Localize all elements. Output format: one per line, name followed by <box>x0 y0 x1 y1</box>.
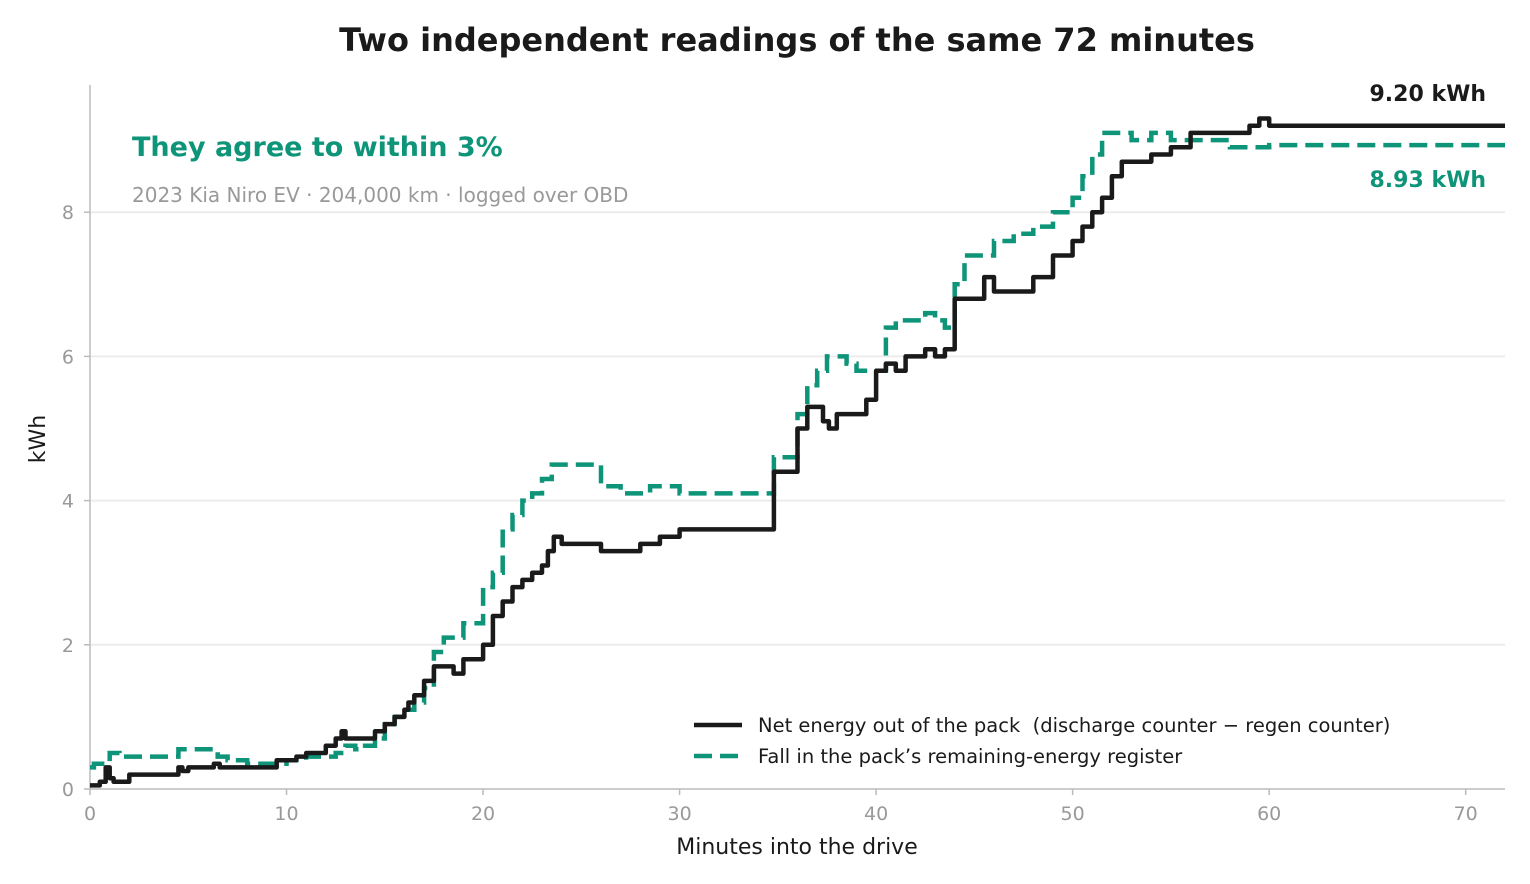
y-tick-label-2: 2 <box>62 635 74 657</box>
x-tick-label-20: 20 <box>471 803 495 825</box>
gridlines <box>90 211 1505 646</box>
x-tick-label-0: 0 <box>84 803 96 825</box>
legend: Net energy out of the pack (discharge co… <box>694 714 1390 768</box>
y-tick-label-4: 4 <box>62 491 74 513</box>
x-tick-label-10: 10 <box>274 803 298 825</box>
headline-annotation: They agree to within 3% <box>132 132 503 163</box>
y-axis-title: kWh <box>26 415 51 463</box>
series-line-net-energy <box>90 116 1505 788</box>
y-tick-label-8: 8 <box>62 202 74 224</box>
end-label-net: 9.20 kWh <box>1370 82 1487 107</box>
y-tick-label-6: 6 <box>62 346 74 368</box>
legend-label-register: Fall in the pack’s remaining-energy regi… <box>758 745 1183 768</box>
chart-title: Two independent readings of the same 72 … <box>339 21 1255 59</box>
x-tick-label-50: 50 <box>1061 803 1085 825</box>
y-tick-label-0: 0 <box>62 779 74 801</box>
end-label-register: 8.93 kWh <box>1370 168 1487 193</box>
legend-label-net: Net energy out of the pack (discharge co… <box>758 714 1390 737</box>
x-tick-label-60: 60 <box>1257 803 1281 825</box>
x-tick-label-70: 70 <box>1454 803 1478 825</box>
x-axis-ticks: 0 10 20 30 40 50 60 70 <box>84 789 1478 825</box>
x-tick-label-40: 40 <box>864 803 888 825</box>
y-axis-ticks: 0 2 4 6 8 <box>62 202 90 801</box>
x-axis-title: Minutes into the drive <box>676 835 918 860</box>
x-tick-label-30: 30 <box>667 803 691 825</box>
subtitle-annotation: 2023 Kia Niro EV · 204,000 km · logged o… <box>132 183 628 207</box>
